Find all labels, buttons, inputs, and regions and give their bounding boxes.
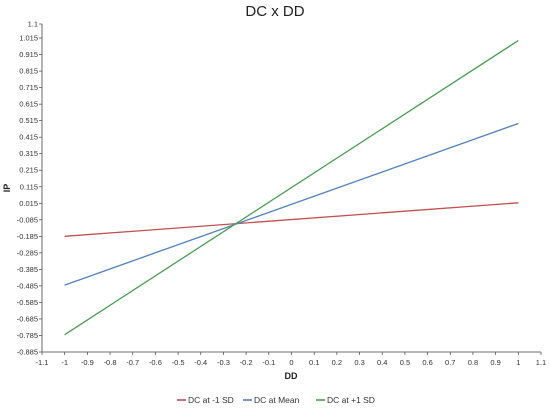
legend-item-1: DC at -1 SD <box>177 395 234 405</box>
legend-label: DC at -1 SD <box>188 395 234 405</box>
x-tick-label: 0.9 <box>490 358 500 367</box>
y-tick-label: -0.485 <box>17 281 38 290</box>
x-tick-label: -1 <box>61 358 68 367</box>
x-tick-label: 1 <box>516 358 520 367</box>
series-lines <box>64 39 519 336</box>
x-tick-label: 0.6 <box>422 358 432 367</box>
legend-label: DC at +1 SD <box>327 395 375 405</box>
y-tick-label: 0.115 <box>20 182 38 191</box>
x-tick-label: -0.9 <box>81 358 94 367</box>
y-tick-label: 0.715 <box>19 83 38 92</box>
x-axis-label: DD <box>285 371 298 381</box>
x-tick-label: -0.8 <box>104 358 117 367</box>
legend: DC at -1 SD DC at Mean DC at +1 SD <box>177 395 375 405</box>
x-tick-label: 0.7 <box>445 358 455 367</box>
y-tick-label: 0.815 <box>19 67 38 76</box>
y-tick-label: 0.615 <box>19 100 38 109</box>
x-tick-label: -0.7 <box>126 358 139 367</box>
y-tick-label: -0.385 <box>17 265 38 274</box>
legend-item-2: DC at Mean <box>243 395 300 405</box>
y-axis-ticks: 1.1 1.015 0.915 0.815 0.715 0.615 0.515 0.415 0.… <box>17 20 42 357</box>
x-tick-label: 0.4 <box>377 358 387 367</box>
y-tick-label: 0.015 <box>19 199 38 208</box>
y-tick-label: -0.885 <box>17 348 38 357</box>
y-tick-label: 0.215 <box>19 166 38 175</box>
series-line-3 <box>64 39 519 336</box>
x-tick-label: 0.2 <box>332 358 342 367</box>
y-tick-label: 0.915 <box>19 50 38 59</box>
chart-title: DC x DD <box>245 3 304 20</box>
x-tick-label: -1.1 <box>36 358 49 367</box>
x-tick-label: 0.5 <box>400 358 410 367</box>
series-line-2 <box>64 122 519 286</box>
x-tick-label: -0.3 <box>217 358 230 367</box>
y-tick-label: -0.785 <box>17 331 38 340</box>
x-tick-label: -0.6 <box>149 358 162 367</box>
y-tick-label: -0.185 <box>17 232 38 241</box>
y-tick-label: 1.015 <box>19 34 38 43</box>
y-tick-label: 0.415 <box>19 133 38 142</box>
legend-label: DC at Mean <box>254 395 300 405</box>
x-tick-label: 1.1 <box>536 358 546 367</box>
y-tick-label: 0.315 <box>19 149 38 158</box>
series-line-1 <box>64 202 519 237</box>
y-tick-label: 0.515 <box>19 116 38 125</box>
x-tick-label: -0.4 <box>194 358 207 367</box>
x-tick-label: -0.1 <box>262 358 275 367</box>
x-tick-label: 0.8 <box>468 358 478 367</box>
x-tick-label: -0.5 <box>172 358 185 367</box>
x-tick-label: 0.3 <box>354 358 364 367</box>
legend-item-3: DC at +1 SD <box>316 395 375 405</box>
y-tick-label: -0.285 <box>17 248 38 257</box>
x-tick-label: -0.2 <box>240 358 253 367</box>
x-tick-label: 0.1 <box>309 358 319 367</box>
y-tick-label: -0.085 <box>17 215 38 224</box>
x-axis-ticks: -1.1 -1 -0.9 -0.8 -0.7 -0.6 -0.5 -0.4 -0.3 -0.2 -0… <box>36 352 546 367</box>
y-tick-label: 1.1 <box>28 20 38 29</box>
x-tick-label: 0 <box>289 358 293 367</box>
y-axis-label: IP <box>2 184 12 193</box>
y-tick-label: -0.685 <box>17 314 38 323</box>
y-tick-label: -0.585 <box>17 298 38 307</box>
